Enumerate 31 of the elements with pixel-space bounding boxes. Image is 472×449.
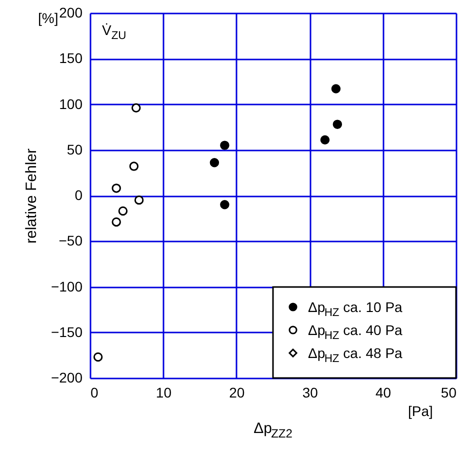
point <box>112 184 121 193</box>
point <box>93 352 103 362</box>
point <box>332 120 342 129</box>
x-tick-label: 0 <box>90 384 98 400</box>
x-tick-label: 30 <box>302 384 318 400</box>
y-tick-label: 100 <box>59 96 83 112</box>
y-tick-label: −100 <box>50 278 83 294</box>
x-tick-label: 40 <box>376 384 392 400</box>
point <box>129 162 139 171</box>
y-axis-title: relative Fehler <box>22 148 40 244</box>
point <box>134 195 144 205</box>
y-tick-label: 0 <box>74 187 83 203</box>
y-tick-label: 200 <box>59 4 83 20</box>
point <box>210 158 220 168</box>
text: [%] <box>38 10 58 26</box>
y-tick-label: −50 <box>58 232 83 249</box>
point <box>118 206 128 216</box>
y-tick-label: −200 <box>50 370 83 386</box>
text: [Pa] <box>408 403 433 419</box>
point <box>331 84 341 94</box>
y-tick-label: −150 <box>50 324 83 340</box>
point <box>131 103 141 113</box>
x-tick-label: 10 <box>156 384 172 400</box>
x-tick-label: 50 <box>440 384 457 400</box>
point <box>220 140 230 150</box>
point <box>220 200 230 210</box>
point <box>112 217 121 227</box>
point <box>320 135 330 144</box>
x-tick-label: 20 <box>229 384 245 400</box>
y-tick-label: 50 <box>66 141 83 158</box>
y-tick-label: 150 <box>59 50 83 66</box>
